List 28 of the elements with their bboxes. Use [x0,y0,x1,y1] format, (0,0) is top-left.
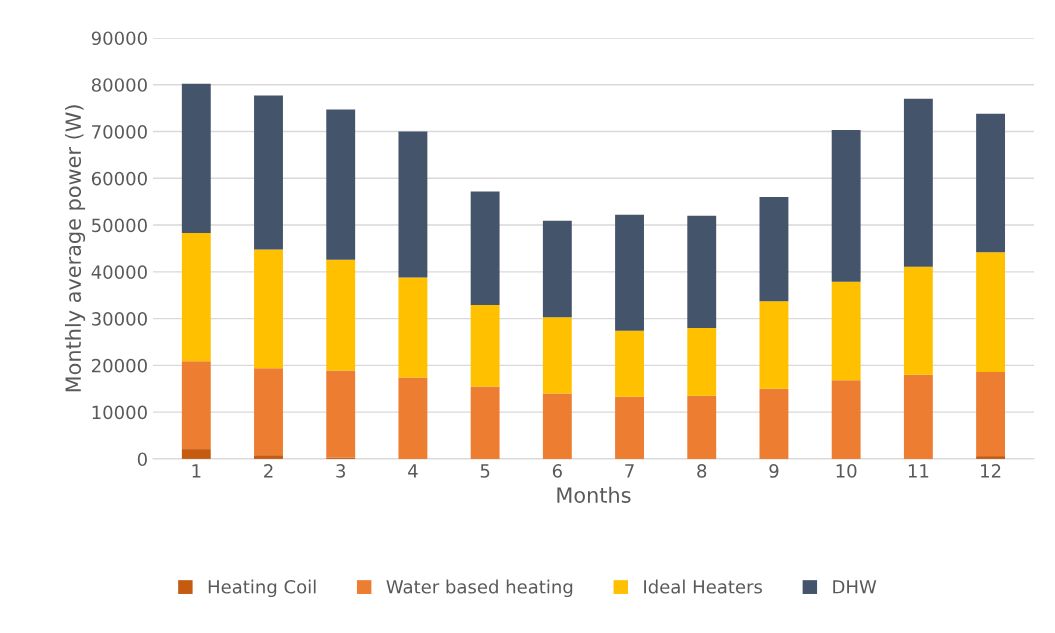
y-tick-label: 20000 [92,358,147,373]
legend-label: Ideal Heaters [644,579,763,594]
y-tick-label: 30000 [92,312,147,326]
x-tick-label: 5 [480,464,490,478]
y-tick-label: 60000 [91,171,147,186]
legend-label: DHW [833,580,877,594]
x-tick-label: 7 [625,464,634,478]
y-axis-title: Monthly average power (W) [64,105,86,392]
y-tick-label: 40000 [91,265,147,279]
y-tick-label: 0 [137,452,147,467]
x-tick-label: 8 [697,464,707,478]
legend-label: Water based heating [386,579,573,598]
legend-label: Heating Coil [208,579,316,598]
x-tick-label: 2 [264,464,273,478]
y-tick-label: 90000 [91,31,147,46]
x-tick-label: 1 [192,464,201,478]
y-tick-label: 50000 [92,218,147,233]
y-tick-label: 70000 [92,124,147,139]
x-tick-label: 3 [336,464,346,478]
x-tick-label: 6 [552,464,562,478]
x-tick-label: 10 [836,464,857,478]
x-tick-label: 12 [981,464,1001,478]
y-tick-label: 10000 [92,405,147,420]
y-tick-label: 80000 [91,78,147,92]
x-axis-title: Months [557,486,631,503]
x-tick-label: 9 [769,464,779,478]
x-tick-label: 11 [908,464,929,478]
x-tick-label: 4 [408,464,418,478]
